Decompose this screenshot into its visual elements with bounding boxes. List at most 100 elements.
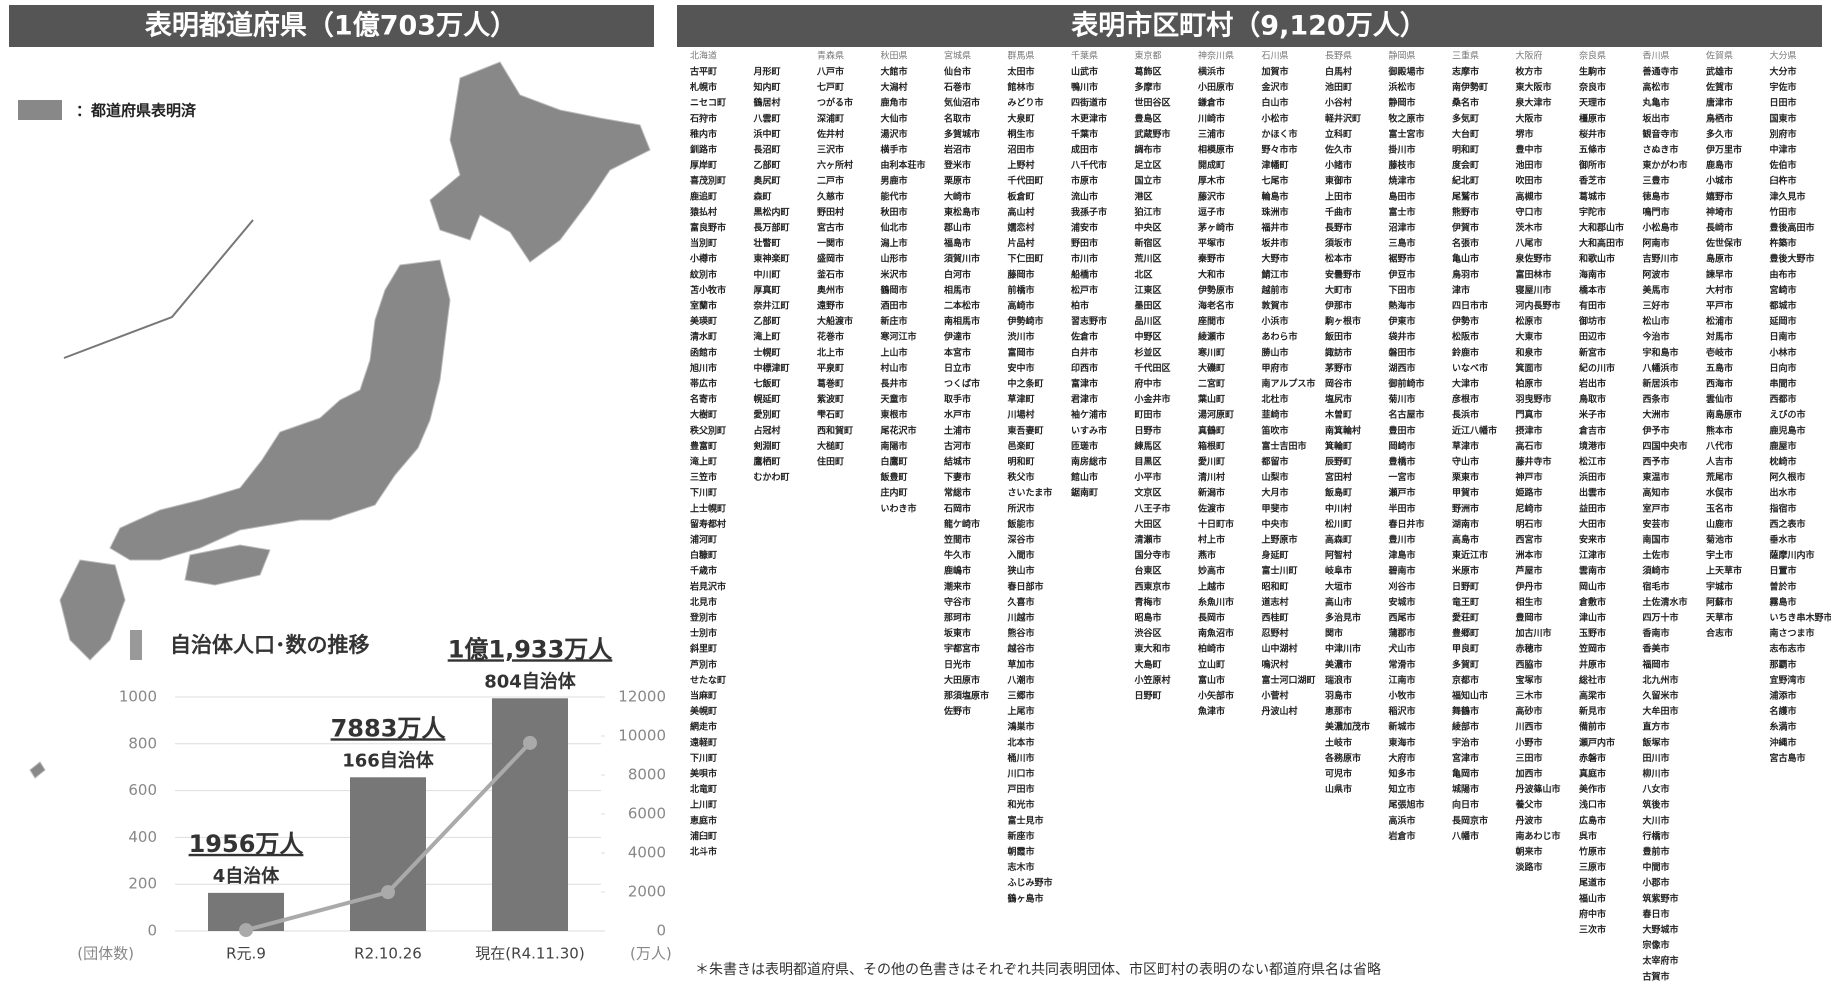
municipality: 長浜市 <box>1452 409 1479 421</box>
municipality: いちき串木野市 <box>1770 612 1831 624</box>
municipality: 君津市 <box>1071 393 1098 405</box>
municipality: 佐賀市 <box>1705 81 1733 93</box>
municipality: 知内町 <box>753 81 781 93</box>
municipality: 豊田市 <box>1389 424 1416 436</box>
municipality: 島田市 <box>1389 190 1416 202</box>
municipality: 伊勢崎市 <box>1007 315 1044 327</box>
municipality: 尼崎市 <box>1516 502 1543 514</box>
municipality: 遠軽町 <box>690 736 717 748</box>
municipality: 裾野市 <box>1389 253 1416 265</box>
municipality: 大村市 <box>1706 284 1733 296</box>
municipality: 江南市 <box>1389 674 1416 686</box>
municipality: 酒田市 <box>881 300 908 312</box>
municipality: 小平市 <box>1134 471 1162 483</box>
municipality: 高松市 <box>1643 81 1670 93</box>
municipality: 西予市 <box>1643 456 1670 468</box>
municipality: 茅野市 <box>1325 362 1352 374</box>
municipality: ふじみ野市 <box>1008 877 1053 889</box>
municipality: 三郷市 <box>1008 690 1035 702</box>
municipality: 潮来市 <box>944 580 971 592</box>
municipality: 宮古市 <box>817 222 844 234</box>
municipality: 武蔵野市 <box>1135 128 1171 140</box>
municipality: 半田市 <box>1389 502 1416 514</box>
shikoku <box>184 544 271 586</box>
municipality: 山形市 <box>881 253 908 265</box>
municipality: 飯島町 <box>1324 487 1352 499</box>
municipality: 福岡市 <box>1642 658 1670 670</box>
prefecture-header: 青森県 <box>817 50 844 62</box>
municipality: 洲本市 <box>1516 549 1543 561</box>
municipality: 諫早市 <box>1706 268 1733 280</box>
municipality: 新潟市 <box>1198 487 1225 499</box>
municipality: 甲良町 <box>1452 643 1479 655</box>
municipality: 唐津市 <box>1706 97 1733 109</box>
y2-tick-label: 10000 <box>618 727 666 745</box>
municipality: 白山市 <box>1262 97 1289 109</box>
municipality: 遠野市 <box>817 300 844 312</box>
right-header-bar <box>677 5 1822 47</box>
municipality: 寒川町 <box>1197 346 1225 358</box>
municipality: 高砂市 <box>1516 705 1543 717</box>
municipality: 上野原市 <box>1262 534 1298 546</box>
municipality: 釜石市 <box>816 268 844 280</box>
municipality: 多久市 <box>1706 128 1733 140</box>
municipality: 野々市市 <box>1262 144 1298 156</box>
municipality: 道志村 <box>1262 596 1289 608</box>
municipality: 西脇市 <box>1516 658 1543 670</box>
municipality: 小谷村 <box>1324 97 1352 109</box>
municipality: 富山市 <box>1198 674 1225 686</box>
municipality: 白馬村 <box>1325 66 1352 78</box>
municipality: 古平町 <box>690 66 717 78</box>
municipality: 東御市 <box>1325 175 1352 187</box>
municipality: 大船渡市 <box>817 315 853 327</box>
municipality: 人吉市 <box>1705 456 1733 468</box>
municipality: 金沢市 <box>1261 81 1289 93</box>
municipality: 甲府市 <box>1262 362 1289 374</box>
municipality: 彦根市 <box>1452 393 1479 405</box>
municipality: ニセコ町 <box>690 98 726 109</box>
municipality: 橿原市 <box>1579 112 1606 124</box>
municipality: 杉並区 <box>1135 346 1162 358</box>
municipality: 鹿島市 <box>1705 159 1733 171</box>
municipality: 松浦市 <box>1706 315 1733 327</box>
municipality: 片品村 <box>1008 237 1035 249</box>
municipality: 上川町 <box>690 799 717 811</box>
municipality: 狛江市 <box>1134 206 1162 218</box>
municipality: 知立市 <box>1388 783 1416 795</box>
municipality: 箕面市 <box>1515 362 1543 374</box>
municipality: 岡谷市 <box>1325 378 1352 390</box>
municipality: 岩出市 <box>1578 378 1606 390</box>
municipality: 日向市 <box>1770 362 1797 374</box>
municipality: 越前市 <box>1261 284 1289 296</box>
municipality: 福井市 <box>1261 222 1289 234</box>
municipality: 白糠町 <box>690 549 717 561</box>
municipality: 笛吹市 <box>1261 424 1289 436</box>
municipality: 白鷹町 <box>881 456 908 468</box>
municipality: 坂出市 <box>1643 112 1670 124</box>
municipality: 南房総市 <box>1071 456 1107 468</box>
municipality: 湖西市 <box>1389 362 1416 374</box>
municipality: 富津市 <box>1071 378 1098 390</box>
municipality: 東海市 <box>1389 736 1416 748</box>
municipality: 四街道市 <box>1071 97 1107 109</box>
municipality: 指宿市 <box>1770 502 1797 514</box>
municipality: 田辺市 <box>1579 331 1606 343</box>
municipality: 西東京市 <box>1135 580 1171 592</box>
municipality: 鶴ヶ島市 <box>1008 892 1044 904</box>
line-value-label: 166自治体 <box>342 749 435 771</box>
municipality: 小田原市 <box>1197 81 1234 93</box>
municipality: いなべ市 <box>1452 362 1488 374</box>
prefecture-header: 神奈川県 <box>1198 50 1234 62</box>
municipality: 庄内町 <box>881 487 908 499</box>
municipality: 港区 <box>1135 190 1153 202</box>
municipality: 飯能市 <box>1007 518 1035 530</box>
municipality: 大崎市 <box>944 190 971 202</box>
municipality: 湯河原町 <box>1198 409 1234 421</box>
municipality: 宜野湾市 <box>1770 674 1806 686</box>
municipality: 長井市 <box>881 378 908 390</box>
municipality: 加賀市 <box>1261 66 1289 78</box>
prefecture-header: 大阪府 <box>1516 50 1543 62</box>
y-tick-label: 600 <box>128 781 157 799</box>
municipality: 八潮市 <box>1007 674 1035 686</box>
municipality: 三島市 <box>1389 237 1416 249</box>
